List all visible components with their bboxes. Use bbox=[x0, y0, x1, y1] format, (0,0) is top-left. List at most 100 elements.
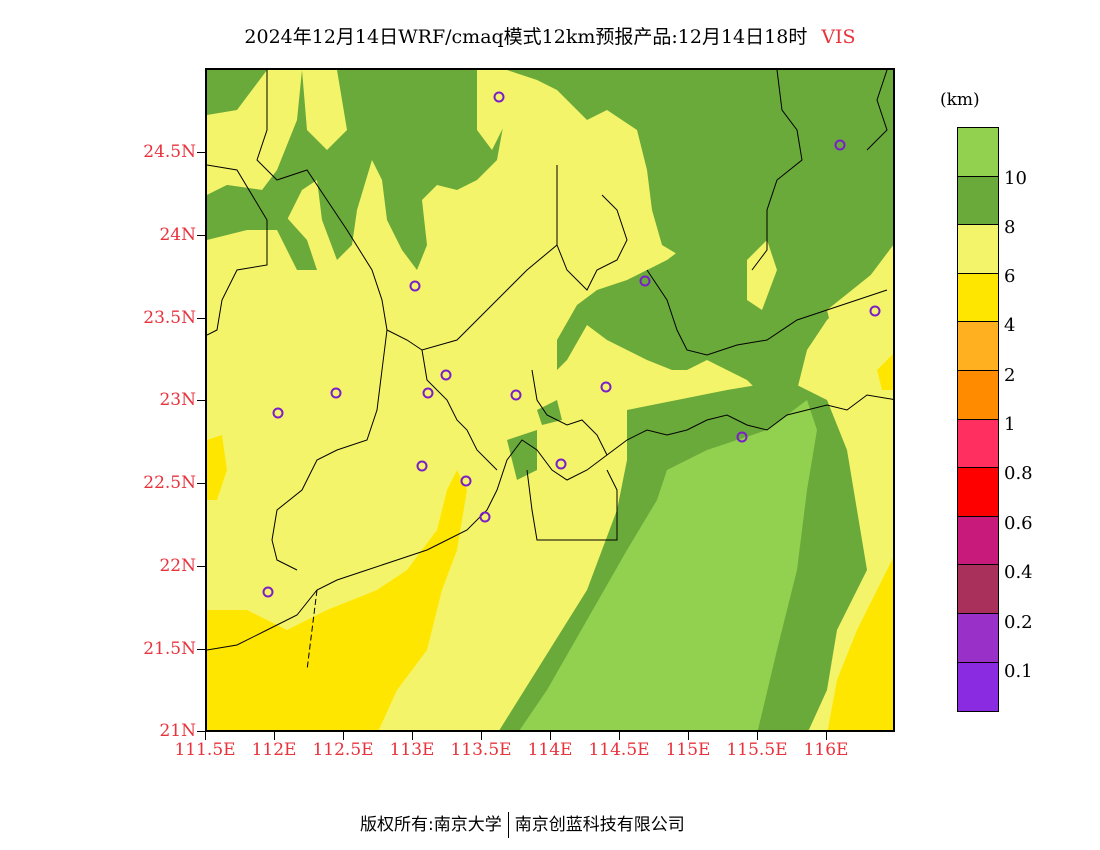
city-marker bbox=[639, 275, 651, 287]
title-main: 2024年12月14日WRF/cmaq模式12km预报产品:12月14日18时 bbox=[244, 26, 808, 48]
colorbar-label: 10 bbox=[1004, 168, 1027, 189]
colorbar-segment bbox=[958, 273, 998, 323]
y-label: 23N bbox=[159, 390, 196, 410]
y-tick bbox=[197, 483, 205, 484]
x-tick bbox=[343, 732, 344, 740]
admin-boundary bbox=[526, 469, 618, 541]
admin-boundary bbox=[271, 329, 388, 571]
vis-8-10-east bbox=[557, 70, 893, 400]
vis-6-8-pocket bbox=[747, 240, 777, 310]
city-marker bbox=[422, 387, 434, 399]
vis-6-8-pocket bbox=[302, 70, 347, 150]
city-marker bbox=[600, 381, 612, 393]
city-marker bbox=[416, 460, 428, 472]
colorbar-segment bbox=[958, 468, 998, 517]
admin-boundary-dashed bbox=[306, 589, 318, 671]
city-marker bbox=[493, 91, 505, 103]
title-variable: VIS bbox=[821, 26, 856, 48]
city-marker bbox=[869, 305, 881, 317]
colorbar-segment bbox=[958, 225, 998, 274]
y-tick bbox=[197, 400, 205, 401]
city-marker bbox=[409, 280, 421, 292]
x-tick bbox=[619, 732, 620, 740]
vis-8-10-pocket bbox=[537, 400, 562, 425]
x-label: 115.5E bbox=[726, 740, 788, 760]
colorbar-label: 1 bbox=[1004, 414, 1016, 435]
y-tick bbox=[197, 731, 205, 732]
vis-4-6-southwest bbox=[207, 470, 467, 730]
city-marker bbox=[262, 586, 274, 598]
x-label: 112E bbox=[251, 740, 297, 760]
x-tick bbox=[826, 732, 827, 740]
colorbar-segment bbox=[958, 322, 998, 371]
x-tick bbox=[688, 732, 689, 740]
colorbar-segment bbox=[958, 516, 998, 566]
vis-8-10-pocket bbox=[507, 430, 537, 480]
admin-boundary bbox=[646, 269, 888, 356]
x-label: 116E bbox=[803, 740, 849, 760]
city-marker bbox=[272, 407, 284, 419]
x-label: 111.5E bbox=[174, 740, 236, 760]
city-marker bbox=[460, 475, 472, 487]
vis-4-6-west-edge bbox=[207, 435, 227, 500]
colorbar-segment bbox=[958, 176, 998, 226]
y-label: 24N bbox=[159, 225, 196, 245]
visibility-map bbox=[205, 68, 895, 732]
x-label: 114E bbox=[527, 740, 573, 760]
colorbar bbox=[957, 127, 999, 713]
city-marker bbox=[479, 511, 491, 523]
chart-title: 2024年12月14日WRF/cmaq模式12km预报产品:12月14日18时 V… bbox=[0, 22, 1100, 49]
colorbar-label: 0.2 bbox=[1004, 612, 1033, 633]
vis-4-6-east-edge bbox=[877, 354, 893, 390]
colorbar-segment bbox=[958, 128, 998, 177]
vis-6-8-pocket bbox=[477, 70, 507, 150]
x-label: 113E bbox=[389, 740, 435, 760]
colorbar-segment bbox=[958, 419, 998, 469]
footer: 版权所有:南京大学 南京创蓝科技有限公司 bbox=[360, 810, 685, 838]
admin-boundary bbox=[207, 164, 268, 336]
admin-boundary bbox=[556, 194, 628, 291]
city-marker bbox=[330, 387, 342, 399]
colorbar-segment bbox=[958, 662, 998, 712]
y-tick bbox=[197, 152, 205, 153]
y-label: 24.5N bbox=[143, 142, 196, 162]
x-tick bbox=[205, 732, 206, 740]
y-label: 23.5N bbox=[143, 308, 196, 328]
y-tick bbox=[197, 566, 205, 567]
y-label: 21N bbox=[159, 721, 196, 741]
y-label: 22N bbox=[159, 556, 196, 576]
vis-8-10-west bbox=[207, 185, 317, 270]
x-tick bbox=[274, 732, 275, 740]
city-marker bbox=[440, 369, 452, 381]
colorbar-segment bbox=[958, 565, 998, 614]
x-label: 114.5E bbox=[588, 740, 650, 760]
x-tick bbox=[412, 732, 413, 740]
x-tick bbox=[550, 732, 551, 740]
footer-separator bbox=[507, 812, 509, 838]
colorbar-label: 0.1 bbox=[1004, 661, 1033, 682]
x-label: 113.5E bbox=[450, 740, 512, 760]
colorbar-label: 0.6 bbox=[1004, 513, 1033, 534]
colorbar-label: 6 bbox=[1004, 266, 1016, 287]
colorbar-segment bbox=[958, 370, 998, 420]
x-label: 115E bbox=[665, 740, 711, 760]
x-tick bbox=[757, 732, 758, 740]
city-marker bbox=[834, 139, 846, 151]
y-label: 22.5N bbox=[143, 473, 196, 493]
vis-10plus-sea bbox=[519, 400, 817, 730]
colorbar-label: 2 bbox=[1004, 365, 1016, 386]
footer-company: 南京创蓝科技有限公司 bbox=[514, 815, 685, 835]
x-tick bbox=[481, 732, 482, 740]
colorbar-label: 0.8 bbox=[1004, 463, 1033, 484]
vis-6-8-pocket bbox=[207, 70, 302, 195]
x-label: 112.5E bbox=[312, 740, 374, 760]
footer-copyright: 版权所有:南京大学 bbox=[360, 815, 502, 835]
admin-boundary bbox=[531, 369, 608, 456]
colorbar-label: 4 bbox=[1004, 315, 1016, 336]
colorbar-unit: (km) bbox=[940, 90, 980, 110]
colorbar-label: 8 bbox=[1004, 217, 1016, 238]
city-marker bbox=[555, 458, 567, 470]
y-label: 21.5N bbox=[143, 639, 196, 659]
y-tick bbox=[197, 318, 205, 319]
admin-boundary bbox=[421, 349, 498, 471]
